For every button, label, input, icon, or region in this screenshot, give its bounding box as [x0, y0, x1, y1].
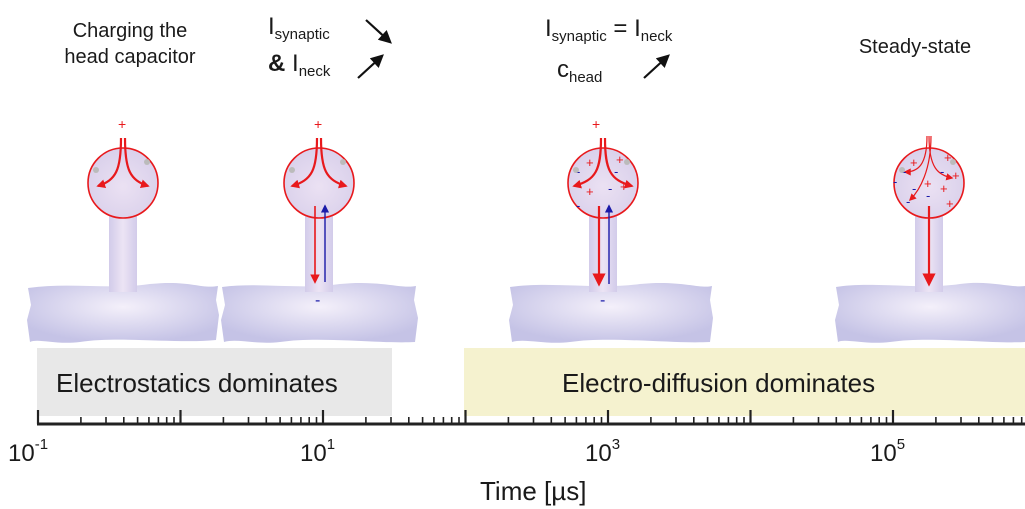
- i-synaptic-subscript: synaptic: [274, 26, 330, 43]
- panel-title-currents-line2: & Ineck: [268, 47, 428, 84]
- head-charge: +: [910, 155, 918, 170]
- tick-label-1e3: 103: [585, 436, 620, 468]
- i-neck-subscript: neck: [298, 63, 331, 80]
- tick-label-exponent: 3: [611, 436, 621, 453]
- electrostatics-label: Electrostatics dominates: [56, 368, 338, 398]
- spine-3-receptor: [573, 167, 579, 173]
- spine-2-dendrite-charge: -: [315, 292, 320, 309]
- head-charge: -: [926, 188, 930, 203]
- head-charge: +: [952, 168, 960, 183]
- dendrite-shaft-middle: [509, 282, 713, 343]
- spine-1-head: [87, 147, 159, 219]
- c-head-subscript: head: [569, 69, 603, 86]
- i-synaptic-symbol: I: [268, 13, 275, 40]
- head-charge: -: [614, 164, 618, 179]
- head-charge: +: [924, 176, 932, 191]
- panel-title-currents-line1: Isynaptic: [268, 10, 428, 47]
- tick-label-base: 10: [8, 440, 35, 467]
- spine-2-head: [283, 147, 355, 219]
- head-charge: -: [608, 181, 612, 196]
- i-synaptic-subscript-2: synaptic: [551, 28, 607, 45]
- electrostatics-region: [37, 348, 392, 416]
- spine-3-input-charge: +: [592, 116, 600, 132]
- tick-label-exponent: -1: [34, 436, 49, 453]
- head-charge: +: [620, 179, 628, 194]
- dendrite-shaft-left: [27, 282, 219, 343]
- neck-increase-arrow: [357, 54, 384, 79]
- head-charge: -: [940, 164, 944, 179]
- i-neck-symbol: I: [292, 50, 299, 77]
- tick-label-1e5: 105: [870, 436, 905, 468]
- spine-4-receptor: [950, 159, 956, 165]
- dendrite-shaft-left-2: [221, 282, 418, 343]
- c-head-symbol: c: [557, 56, 569, 83]
- head-charge: +: [944, 150, 952, 165]
- spine-2: + -: [283, 116, 355, 309]
- tick-label-1e1: 101: [300, 436, 335, 468]
- head-charge: +: [586, 155, 594, 170]
- panel-title-charging-line1: Charging the: [72, 20, 188, 42]
- head-concentration-increase-arrow: [643, 54, 670, 79]
- i-neck-subscript-2: neck: [640, 28, 673, 45]
- spine-3-dendrite-charge: -: [600, 292, 605, 309]
- spine-1-receptor: [144, 159, 150, 165]
- spine-2-receptor: [340, 159, 346, 165]
- head-charge: +: [940, 181, 948, 196]
- spine-3-current-left: [572, 137, 603, 189]
- dendrite-shaft-right: [835, 282, 1025, 343]
- spine-4-receptor: [899, 167, 905, 173]
- i-neck-symbol-2: I: [634, 15, 641, 42]
- spine-2-current-right: [319, 137, 348, 189]
- tick-label-exponent: 5: [896, 436, 906, 453]
- panel-title-currents: Isynaptic & Ineck: [268, 10, 428, 84]
- spine-4-current-a: [903, 135, 928, 176]
- head-charge: -: [906, 194, 910, 209]
- head-charge: -: [576, 198, 580, 213]
- spine-1-current-right: [123, 137, 150, 188]
- spine-3-current-right: [603, 137, 634, 189]
- synaptic-decrease-arrow: [365, 19, 392, 44]
- ampersand: &: [268, 50, 286, 77]
- tick-label-1e-1: 10-1: [8, 436, 48, 468]
- panel-title-equal-line2: chead: [557, 51, 735, 92]
- spine-4: + + - - + - + - + - - +: [893, 135, 965, 292]
- spine-1-current-left: [96, 137, 123, 188]
- head-charge: -: [893, 174, 897, 189]
- panel-title-charging-line2: head capacitor: [64, 46, 196, 68]
- time-axis-ticks: [36, 410, 1023, 424]
- spine-1-input-charge: +: [118, 116, 126, 132]
- panel-title-charging: Charging the head capacitor: [40, 18, 220, 70]
- spine-2-input-charge: +: [314, 116, 322, 132]
- panel-title-equal-currents: Isynaptic = Ineck chead: [535, 10, 735, 92]
- tick-label-exponent: 1: [326, 436, 336, 453]
- head-charge: -: [912, 181, 916, 196]
- equals-sign: =: [613, 15, 628, 42]
- spine-3-receptor: [624, 159, 630, 165]
- head-charge: +: [616, 152, 624, 167]
- spine-1-receptor: [93, 167, 99, 173]
- panel-title-steady-state: Steady-state: [840, 34, 990, 60]
- spine-4-current-b: [928, 135, 954, 181]
- i-synaptic-symbol-2: I: [545, 15, 552, 42]
- tick-label-base: 10: [300, 440, 327, 467]
- electrodiffusion-region: [464, 348, 1025, 416]
- spine-1: +: [87, 116, 159, 292]
- head-charge: +: [586, 184, 594, 199]
- head-charge: +: [946, 196, 954, 211]
- spine-3-head: [567, 147, 639, 219]
- time-axis-label: Time [µs]: [480, 476, 587, 506]
- electrodiffusion-label: Electro-diffusion dominates: [562, 368, 876, 398]
- spine-4-current-c: [908, 135, 932, 202]
- panel-title-equal-line1: Isynaptic = Ineck: [545, 10, 735, 51]
- tick-label-base: 10: [870, 440, 897, 467]
- panel-title-steady-label: Steady-state: [858, 36, 972, 58]
- spine-3: + - + + - - + - + -: [567, 116, 639, 309]
- spine-2-receptor: [289, 167, 295, 173]
- tick-label-base: 10: [585, 440, 612, 467]
- spine-2-current-left: [290, 137, 319, 189]
